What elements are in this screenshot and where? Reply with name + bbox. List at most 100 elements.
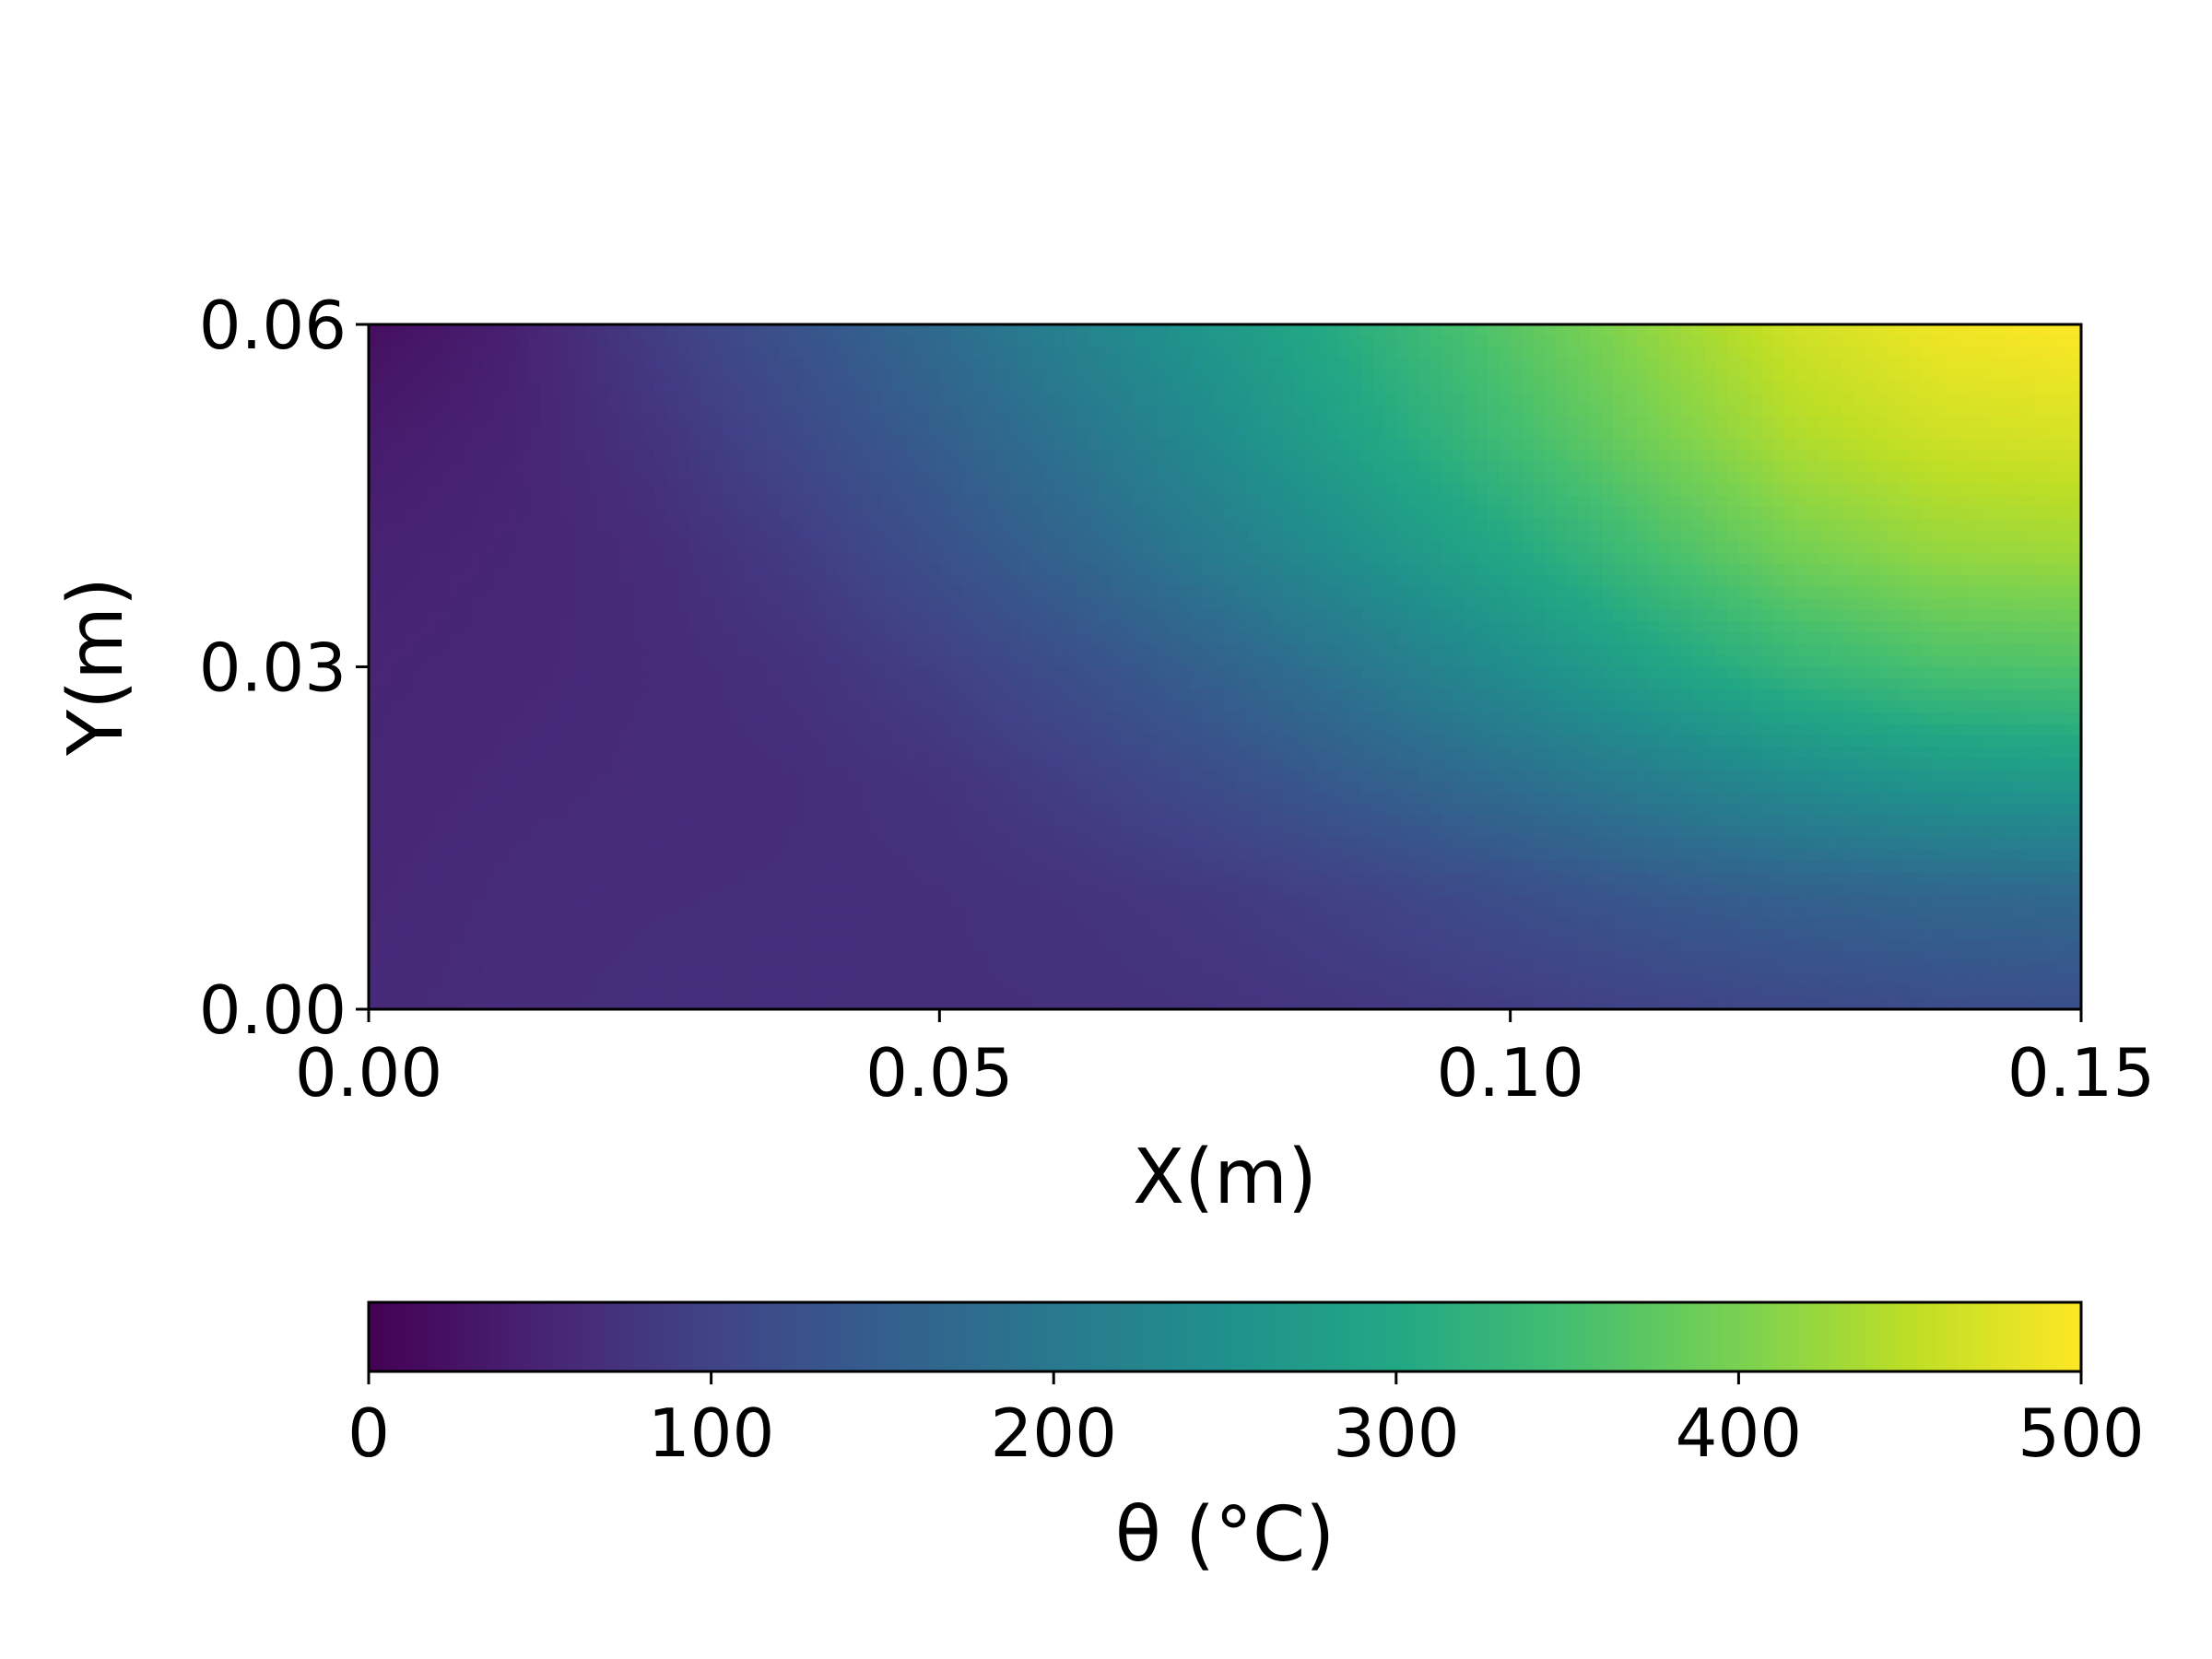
heatmap-cell xyxy=(665,335,678,348)
heatmap-cell xyxy=(596,632,609,645)
heatmap-cell xyxy=(1544,404,1557,417)
heatmap-cell xyxy=(1499,655,1512,668)
heatmap-cell xyxy=(1670,461,1683,474)
heatmap-cell xyxy=(1578,484,1591,497)
heatmap-cell xyxy=(619,393,632,406)
heatmap-cell xyxy=(1441,529,1454,542)
heatmap-cell xyxy=(905,643,918,656)
heatmap-cell xyxy=(1795,370,1808,382)
heatmap-cell xyxy=(1670,438,1683,451)
heatmap-cell xyxy=(1122,529,1135,542)
heatmap-cell xyxy=(1384,655,1397,668)
heatmap-cell xyxy=(369,700,381,713)
heatmap-cell xyxy=(1133,620,1146,633)
heatmap-cell xyxy=(2001,450,2014,463)
heatmap-cell xyxy=(1613,404,1626,417)
heatmap-cell xyxy=(1635,666,1648,679)
heatmap-cell xyxy=(482,586,495,599)
heatmap-cell xyxy=(460,370,473,382)
heatmap-cell xyxy=(1476,324,1488,336)
heatmap-cell xyxy=(2035,324,2048,336)
heatmap-cell xyxy=(391,393,404,406)
heatmap-cell xyxy=(630,427,643,440)
heatmap-cell xyxy=(1453,484,1465,497)
heatmap-cell xyxy=(1876,575,1888,588)
heatmap-cell xyxy=(1681,666,1694,679)
heatmap-cell xyxy=(1944,347,1957,359)
heatmap-cell xyxy=(677,335,689,348)
heatmap-cell xyxy=(1259,381,1272,394)
heatmap-cell xyxy=(494,393,507,406)
heatmap-cell xyxy=(950,381,963,394)
heatmap-cell xyxy=(1225,381,1237,394)
heatmap-cell xyxy=(973,586,986,599)
heatmap-cell xyxy=(688,586,700,599)
heatmap-cell xyxy=(768,666,781,679)
heatmap-cell xyxy=(1670,347,1683,359)
heatmap-cell xyxy=(1407,552,1420,565)
heatmap-cell xyxy=(653,689,666,702)
heatmap-cell xyxy=(1270,598,1283,611)
heatmap-cell xyxy=(882,529,895,542)
heatmap-cell xyxy=(768,632,781,645)
heatmap-cell xyxy=(1853,438,1865,451)
heatmap-cell xyxy=(1955,461,1968,474)
heatmap-cell xyxy=(1510,575,1523,588)
heatmap-cell xyxy=(1338,484,1351,497)
heatmap-cell xyxy=(1795,666,1808,679)
heatmap-cell xyxy=(1373,677,1386,690)
heatmap-cell xyxy=(494,324,507,336)
heatmap-cell xyxy=(1053,404,1066,417)
heatmap-cell xyxy=(1395,381,1408,394)
heatmap-cell xyxy=(1441,609,1454,622)
heatmap-cell xyxy=(1955,359,1968,371)
heatmap-cell xyxy=(1259,564,1272,577)
heatmap-cell xyxy=(1041,335,1054,348)
heatmap-cell xyxy=(1613,472,1626,485)
heatmap-cell xyxy=(1499,643,1512,656)
heatmap-cell xyxy=(1932,347,1945,359)
heatmap-cell xyxy=(1510,552,1523,565)
heatmap-cell xyxy=(973,461,986,474)
heatmap-cell xyxy=(517,677,530,690)
heatmap-cell xyxy=(939,495,952,508)
heatmap-cell xyxy=(745,359,758,371)
heatmap-cell xyxy=(745,632,758,645)
heatmap-cell xyxy=(425,598,438,611)
heatmap-cell xyxy=(1465,507,1477,520)
heatmap-cell xyxy=(1133,370,1146,382)
heatmap-cell xyxy=(973,347,986,359)
heatmap-cell xyxy=(1772,689,1785,702)
heatmap-cell xyxy=(1350,529,1363,542)
heatmap-cell xyxy=(460,677,473,690)
heatmap-cell xyxy=(1465,632,1477,645)
heatmap-cell xyxy=(1476,404,1488,417)
heatmap-cell xyxy=(1932,404,1945,417)
heatmap-cell xyxy=(1476,643,1488,656)
heatmap-cell xyxy=(425,529,438,542)
heatmap-cell xyxy=(1738,529,1751,542)
heatmap-cell xyxy=(1270,609,1283,622)
heatmap-cell xyxy=(2024,632,2037,645)
heatmap-cell xyxy=(1190,359,1203,371)
heatmap-cell xyxy=(2058,335,2071,348)
heatmap-cell xyxy=(1967,507,1980,520)
heatmap-cell xyxy=(471,529,484,542)
heatmap-cell xyxy=(700,586,712,599)
heatmap-cell xyxy=(1578,564,1591,577)
heatmap-cell xyxy=(1350,507,1363,520)
heatmap-cell xyxy=(1076,495,1088,508)
heatmap-cell xyxy=(1053,620,1066,633)
heatmap-cell xyxy=(1395,335,1408,348)
heatmap-cell xyxy=(1556,655,1569,668)
heatmap-cell xyxy=(859,666,872,679)
heatmap-cell xyxy=(1395,507,1408,520)
heatmap-cell xyxy=(1681,643,1694,656)
heatmap-cell xyxy=(1270,427,1283,440)
heatmap-cell xyxy=(916,450,929,463)
heatmap-cell xyxy=(1681,450,1694,463)
heatmap-cell xyxy=(1350,518,1363,531)
heatmap-cell xyxy=(1111,655,1124,668)
heatmap-cell xyxy=(665,495,678,508)
heatmap-cell xyxy=(539,632,552,645)
